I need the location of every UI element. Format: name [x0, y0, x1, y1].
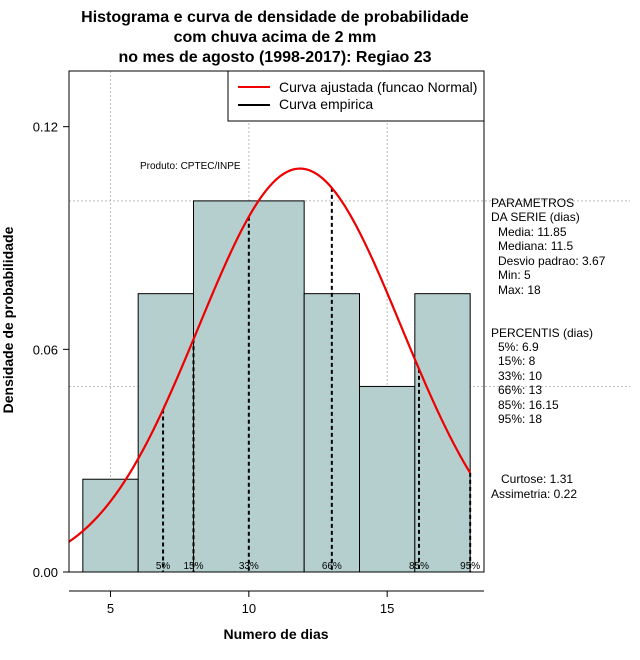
histogram-bar-5 — [414, 293, 471, 573]
params-max: Max: 18 — [498, 283, 541, 297]
histogram-bar-4 — [359, 385, 416, 573]
percentis-heading: PERCENTIS (dias) — [491, 326, 593, 340]
percentis-95: 95%: 18 — [498, 412, 542, 426]
params-heading-2: DA SERIE (dias) — [491, 210, 580, 224]
percentile-label-2: 33% — [239, 561, 259, 572]
side-panel: PARAMETROS DA SERIE (dias) Media: 11.85 … — [491, 196, 606, 501]
y-tick-label-0: 0.00 — [33, 565, 58, 580]
percentis-66: 66%: 13 — [498, 383, 542, 397]
percentis-85: 85%: 16.15 — [498, 398, 559, 412]
histogram-bars — [82, 200, 471, 573]
params-min: Min: 5 — [498, 268, 531, 282]
curtose-value: Curtose: 1.31 — [501, 472, 573, 486]
percentile-label-4: 85% — [409, 561, 429, 572]
legend-box — [227, 70, 485, 122]
percentile-lines: 5% 15% 33% 66% 85% 95% — [156, 187, 480, 572]
histogram-bar-0 — [82, 478, 139, 573]
percentis-15: 15%: 8 — [498, 354, 536, 368]
x-tick-label-2: 15 — [380, 601, 394, 616]
percentile-label-3: 66% — [322, 561, 342, 572]
x-tick-label-0: 5 — [107, 601, 114, 616]
legend: Curva ajustada (funcao Normal) Curva emp… — [227, 70, 485, 122]
legend-label-fit: Curva ajustada (funcao Normal) — [279, 79, 477, 95]
chart-title-line-2: com chuva acima de 2 mm — [174, 29, 377, 46]
assimetria-value: Assimetria: 0.22 — [491, 487, 577, 501]
legend-label-empirical: Curva empirica — [279, 96, 373, 112]
percentis-33: 33%: 10 — [498, 369, 542, 383]
product-annotation: Produto: CPTEC/INPE — [140, 161, 241, 172]
percentile-label-0: 5% — [156, 561, 171, 572]
params-mediana: Mediana: 11.5 — [498, 239, 573, 253]
chart-title-line-3: no mes de agosto (1998-2017): Regiao 23 — [119, 49, 432, 66]
x-tick-label-1: 10 — [242, 601, 256, 616]
params-heading-1: PARAMETROS — [491, 196, 574, 210]
x-axis-label: Numero de dias — [223, 626, 328, 642]
normal-curve — [68, 167, 472, 543]
params-media: Media: 11.85 — [498, 225, 567, 239]
y-tick-label-1: 0.06 — [33, 342, 58, 357]
percentis-5: 5%: 6.9 — [498, 340, 539, 354]
chart-title-line-1: Histograma e curva de densidade de proba… — [81, 9, 469, 26]
y-tick-label-2: 0.12 — [33, 120, 58, 135]
params-desvio: Desvio padrao: 3.67 — [498, 254, 606, 268]
axes: 5 10 15 0.00 0.06 0.12 — [33, 70, 485, 616]
percentile-label-5: 95% — [460, 561, 480, 572]
percentile-label-1: 15% — [183, 561, 203, 572]
histogram-bar-1 — [137, 293, 195, 573]
y-axis-label: Densidade de probabilidade — [0, 226, 16, 413]
